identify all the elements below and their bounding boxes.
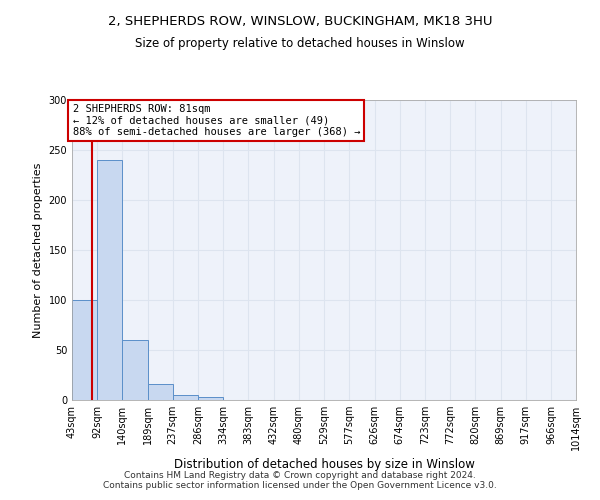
Bar bbox=[122, 340, 148, 400]
Y-axis label: Number of detached properties: Number of detached properties bbox=[33, 162, 43, 338]
Text: Contains HM Land Registry data © Crown copyright and database right 2024.
Contai: Contains HM Land Registry data © Crown c… bbox=[103, 470, 497, 490]
Bar bbox=[72, 300, 97, 400]
Bar bbox=[198, 397, 223, 400]
Bar bbox=[173, 395, 198, 400]
Bar bbox=[148, 384, 173, 400]
X-axis label: Distribution of detached houses by size in Winslow: Distribution of detached houses by size … bbox=[173, 458, 475, 471]
Bar bbox=[97, 160, 122, 400]
Text: 2 SHEPHERDS ROW: 81sqm
← 12% of detached houses are smaller (49)
88% of semi-det: 2 SHEPHERDS ROW: 81sqm ← 12% of detached… bbox=[73, 104, 360, 137]
Text: Size of property relative to detached houses in Winslow: Size of property relative to detached ho… bbox=[135, 38, 465, 51]
Text: 2, SHEPHERDS ROW, WINSLOW, BUCKINGHAM, MK18 3HU: 2, SHEPHERDS ROW, WINSLOW, BUCKINGHAM, M… bbox=[108, 15, 492, 28]
